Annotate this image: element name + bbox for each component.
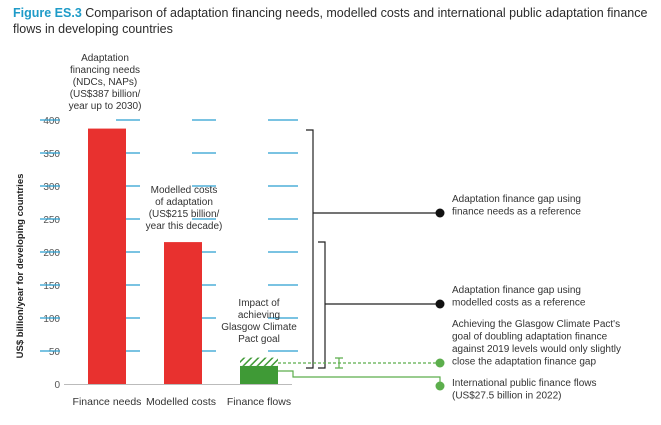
y-tick-label: 300	[43, 182, 60, 193]
annotation-text-line: Adaptation finance gap using	[452, 194, 581, 205]
y-tick-label: 0	[54, 380, 60, 391]
label-finance-needs-line: (NDCs, NAPs)	[73, 77, 137, 88]
label-finance-needs-line: year up to 2030)	[69, 101, 142, 112]
y-tick-label: 400	[43, 116, 60, 127]
y-tick-label: 100	[43, 314, 60, 325]
label-glasgow-goal-line: Impact of	[238, 298, 279, 309]
annotation-text-line: goal of doubling adaptation finance	[452, 332, 608, 343]
y-tick-label: 250	[43, 215, 60, 226]
bracket-needs-gap	[306, 129, 314, 369]
annotation-dot	[435, 208, 445, 218]
label-glasgow-goal-line: Pact goal	[238, 334, 280, 345]
x-category-label: Finance flows	[227, 396, 291, 408]
x-category-label: Finance needs	[73, 396, 142, 408]
y-tick-label: 200	[43, 248, 60, 259]
y-tick-label: 150	[43, 281, 60, 292]
annotation-dot	[435, 358, 445, 368]
bracket-costs-gap	[318, 241, 326, 369]
annotation-dot	[435, 299, 445, 309]
annotation-text-line: Adaptation finance gap using	[452, 285, 581, 296]
annotation-text-line: modelled costs as a reference	[452, 298, 586, 309]
bar-modelled-costs	[164, 242, 202, 384]
bar-finance-flows	[240, 365, 278, 384]
annotation-text-line: Achieving the Glasgow Climate Pact's	[452, 319, 620, 330]
label-modelled-costs-line: year this decade)	[146, 221, 223, 232]
label-glasgow-goal-line: achieving	[238, 310, 280, 321]
label-modelled-costs-line: Modelled costs	[151, 185, 218, 196]
annotation-text-line: finance needs as a reference	[452, 207, 581, 218]
annotation-text-line: against 2019 levels would only slightly	[452, 344, 621, 355]
label-glasgow-goal-line: Glasgow Climate	[221, 322, 297, 333]
label-finance-needs-line: financing needs	[70, 65, 140, 76]
bar-finance-needs	[88, 128, 126, 384]
figure-title-text: Comparison of adaptation financing needs…	[13, 6, 648, 36]
bar-glasgow-goal-segment	[240, 357, 278, 366]
annotation-text-line: International public finance flows	[452, 378, 597, 389]
y-axis-label: US$ billion/year for developing countrie…	[15, 174, 26, 359]
connector-finance-flows	[278, 370, 441, 386]
label-finance-needs-line: Adaptation	[81, 53, 129, 64]
label-modelled-costs-line: (US$215 billion/	[149, 209, 220, 220]
y-tick-label: 50	[49, 347, 61, 358]
label-modelled-costs-line: of adaptation	[155, 197, 213, 208]
x-category-label: Modelled costs	[146, 396, 216, 408]
annotation-text-line: close the adaptation finance gap	[452, 357, 596, 368]
annotation-text-line: (US$27.5 billion in 2022)	[452, 391, 562, 402]
glasgow-gap-range-marker	[335, 357, 343, 369]
y-tick-label: 350	[43, 149, 60, 160]
figure-title: Figure ES.3 Comparison of adaptation fin…	[13, 5, 653, 37]
label-finance-needs-line: (US$387 billion/	[70, 89, 141, 100]
figure-label: Figure ES.3	[13, 6, 82, 20]
annotation-dot	[435, 381, 445, 391]
